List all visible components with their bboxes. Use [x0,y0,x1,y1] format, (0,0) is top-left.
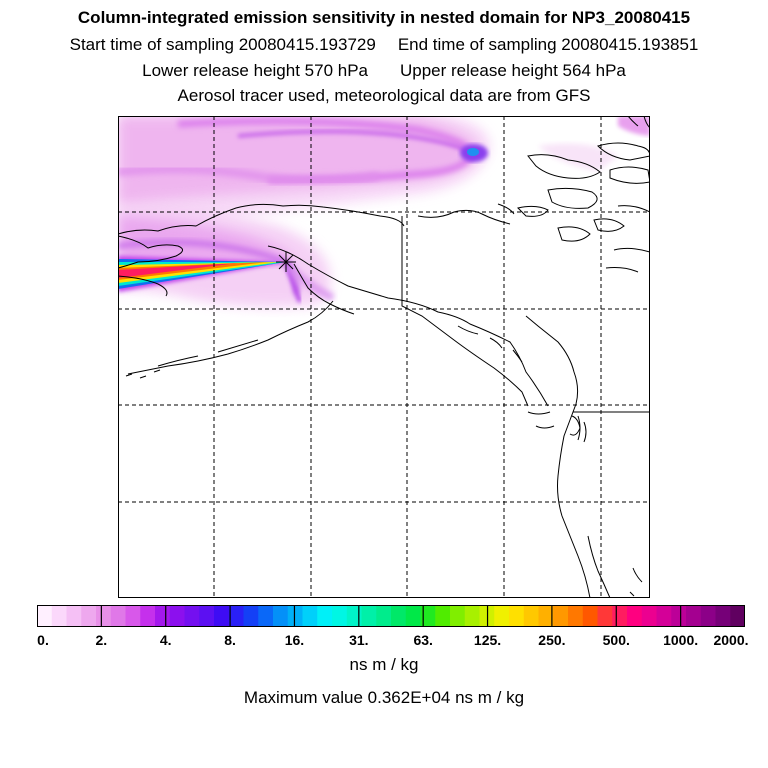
colorbar-swatch [214,605,230,627]
colorbar-tick-label: 500. [602,632,630,648]
colorbar-swatch [435,605,451,627]
lower-release-text: Lower release height 570 hPa [142,61,368,80]
colorbar-swatch [66,605,82,627]
colorbar-swatch [523,605,540,627]
map-canvas [118,116,650,598]
sampling-times-line: Start time of sampling 20080415.193729 En… [0,35,768,55]
colorbar-tick-label: 1000. [663,632,699,648]
colorbar-swatch [346,605,363,627]
colorbar-swatch [656,605,672,627]
colorbar-swatch [332,605,348,627]
colorbar-swatch [302,605,318,627]
colorbar-swatch [568,605,584,627]
colorbar-swatch [420,605,436,627]
colorbar-swatch [155,605,171,627]
colorbar-swatch [464,605,481,627]
map-panel [118,116,650,598]
colorbar-swatch [730,605,745,627]
colorbar [37,605,745,627]
colorbar-swatch [641,605,658,627]
colorbar-swatch [671,605,687,627]
upper-release-text: Upper release height 564 hPa [400,61,626,80]
colorbar-swatch [81,605,97,627]
colorbar-swatch [405,605,422,627]
colorbar-tick-label: 31. [349,632,369,648]
colorbar-tick-label: 8. [224,632,236,648]
colorbar-tick-label: 4. [159,632,172,648]
colorbar-swatch [184,605,200,627]
colorbar-swatch [553,605,569,627]
main-title: Column-integrated emission sensitivity i… [77,8,691,27]
colorbar-swatch [258,605,274,627]
colorbar-swatch [509,605,525,627]
colorbar-tick-label: 2. [95,632,108,648]
colorbar-swatch [110,605,127,627]
colorbar-swatch [140,605,156,627]
maximum-value-text: Maximum value 0.362E+04 ns m / kg [243,688,525,707]
release-location-marker [276,252,296,272]
colorbar-swatch [361,605,377,627]
colorbar-swatch [700,605,717,627]
emission-sensitivity-field [118,116,650,308]
release-heights-line: Lower release height 570 hPa Upper releas… [0,61,768,81]
colorbar-swatch [317,605,333,627]
colorbar-swatch [273,605,289,627]
colorbar-swatch [686,605,702,627]
colorbar-swatch [51,605,68,627]
sampling-start-text: Start time of sampling 20080415.193729 [69,35,376,54]
colorbar-swatch [243,605,259,627]
map-border [118,116,650,598]
colorbar-tick-label: 16. [284,632,305,648]
colorbar-swatch [169,605,186,627]
colorbar-swatch [287,605,304,627]
colorbar-units: ns m / kg [349,655,419,674]
colorbar-swatch [37,605,53,627]
colorbar-swatch [494,605,510,627]
colorbar-swatch [597,605,613,627]
tracer-info-text: Aerosol tracer used, meteorological data… [177,86,591,105]
colorbar-swatch [627,605,643,627]
colorbar-tick-label: 125. [473,632,502,648]
colorbar-tick-label: 0. [37,632,49,648]
sampling-end-text: End time of sampling 20080415.193851 [397,35,699,54]
coastlines [118,116,650,598]
colorbar-swatch [228,605,245,627]
colorbar-swatch [199,605,215,627]
colorbar-border [37,605,745,627]
colorbar-swatch [715,605,731,627]
colorbar-swatch [376,605,392,627]
colorbar-tick-label: 63. [413,632,433,648]
colorbar-tick-label: 250. [538,632,566,648]
colorbar-swatch [450,605,466,627]
colorbar-swatch [612,605,628,627]
colorbar-swatch [96,605,112,627]
colorbar-swatch [125,605,141,627]
colorbar-swatch [538,605,554,627]
colorbar-tick-label: 2000. [713,632,749,648]
lat-lon-grid [118,116,650,598]
colorbar-swatch [391,605,407,627]
colorbar-swatch [582,605,599,627]
